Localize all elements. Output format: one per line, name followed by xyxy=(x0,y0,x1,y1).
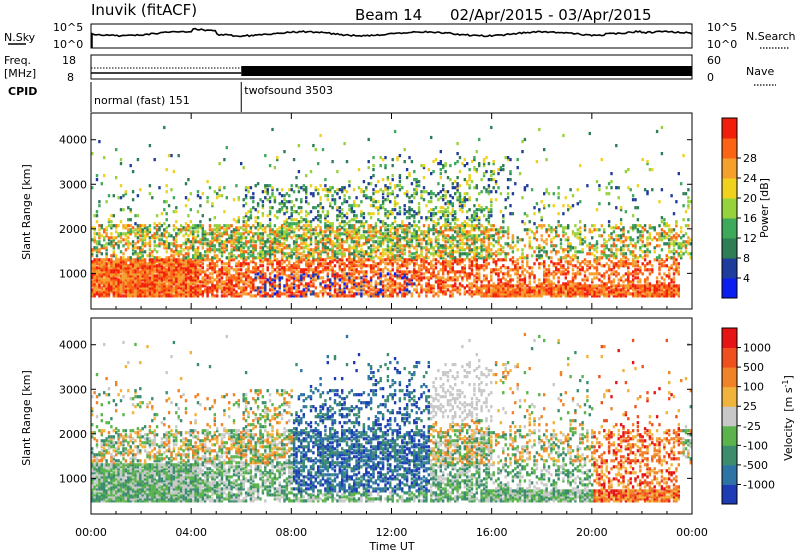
x-tick-label: 20:00 xyxy=(576,526,608,539)
velocity-colorbar-label: Velocity[m s-1] xyxy=(781,375,795,461)
colorbar-tick-label: 24 xyxy=(743,172,757,185)
power-colorbar-label: Power [dB] xyxy=(758,178,771,238)
power-panel: 1000 2000 3000 4000 Slant Range [km] 4 8 12 16… xyxy=(20,112,771,310)
colorbar-swatch xyxy=(722,278,737,299)
time-xlabel: Time UT xyxy=(368,540,414,553)
velocity-scatter xyxy=(91,332,692,503)
colorbar-swatch xyxy=(722,386,737,407)
colorbar-swatch xyxy=(722,328,737,349)
power-ylabel: Slant Range [km] xyxy=(20,164,33,260)
colorbar-swatch xyxy=(722,464,737,485)
nave-tick-bottom: 0 xyxy=(707,71,714,84)
colorbar-tick-label: 12 xyxy=(743,232,757,245)
cpid-panel: CPID normal (fast) 151 twofsound 3503 xyxy=(8,82,333,112)
x-tick-label: 08:00 xyxy=(275,526,307,539)
colorbar-swatch xyxy=(722,138,737,159)
frequency-line xyxy=(91,66,692,76)
x-tick-label: 00:00 xyxy=(75,526,107,539)
colorbar-tick-label: 28 xyxy=(743,152,757,165)
y-tick-label: 1000 xyxy=(59,267,87,280)
colorbar-tick-label: -100 xyxy=(743,439,768,452)
y-tick-label: 1000 xyxy=(59,472,87,485)
nave-tick-top: 60 xyxy=(707,54,721,67)
time-x-ticks: 00:00 04:00 08:00 12:00 16:00 20:00 00:00 xyxy=(75,113,708,539)
colorbar-swatch xyxy=(722,178,737,199)
x-tick-label: 12:00 xyxy=(376,526,408,539)
cpid-label: CPID xyxy=(8,85,37,98)
station-title: Inuvik (fitACF) xyxy=(91,1,197,19)
colorbar-tick-label: 16 xyxy=(743,212,757,225)
colorbar-swatch xyxy=(722,198,737,219)
velocity-colorbar: 1000 500 100 25 -25 -100 -500 -1000 xyxy=(721,327,775,505)
colorbar-swatch xyxy=(722,158,737,179)
cpid-mode-normal: normal (fast) 151 xyxy=(94,94,190,107)
colorbar-swatch xyxy=(722,238,737,259)
freq-tick-top: 18 xyxy=(62,54,76,67)
x-tick-label: 16:00 xyxy=(476,526,508,539)
colorbar-tick-label: -1000 xyxy=(743,478,775,491)
colorbar-tick-label: 100 xyxy=(743,381,764,394)
y-tick-label: 4000 xyxy=(59,134,87,147)
x-tick-label: 00:00 xyxy=(676,526,708,539)
noise-left-tick-top: 10^5 xyxy=(53,21,83,34)
noise-left-tick-bottom: 10^0 xyxy=(53,38,83,51)
colorbar-tick-label: -25 xyxy=(743,420,761,433)
date-range: 02/Apr/2015 - 03/Apr/2015 xyxy=(450,6,652,24)
colorbar-swatch xyxy=(722,445,737,466)
x-tick-label: 04:00 xyxy=(175,526,207,539)
y-tick-label: 4000 xyxy=(59,339,87,352)
colorbar-swatch xyxy=(722,425,737,446)
colorbar-swatch xyxy=(722,484,737,505)
colorbar-swatch xyxy=(722,218,737,239)
colorbar-swatch xyxy=(722,118,737,139)
colorbar-tick-label: 20 xyxy=(743,192,757,205)
y-tick-label: 2000 xyxy=(59,223,87,236)
velocity-panel: 1000 2000 3000 4000 Slant Range [km] 1000 50… xyxy=(20,113,795,553)
colorbar-swatch xyxy=(722,367,737,388)
power-scatter xyxy=(91,125,692,298)
colorbar-swatch xyxy=(722,347,737,368)
colorbar-tick-label: 4 xyxy=(743,272,750,285)
colorbar-tick-label: 1000 xyxy=(743,342,771,355)
colorbar-tick-label: 8 xyxy=(743,252,750,265)
colorbar-swatch xyxy=(722,258,737,279)
noise-right-tick-top: 10^5 xyxy=(707,21,737,34)
y-tick-label: 2000 xyxy=(59,428,87,441)
freq-tick-bottom: 8 xyxy=(67,71,74,84)
cpid-mode-twofsound: twofsound 3503 xyxy=(244,84,333,97)
colorbar-tick-label: 500 xyxy=(743,361,764,374)
freq-unit: [MHz] xyxy=(4,67,36,80)
freq-panel: Freq. [MHz] 18 8 60 0 Nave xyxy=(4,54,776,86)
nave-label: Nave xyxy=(746,65,774,78)
y-tick-label: 3000 xyxy=(59,178,87,191)
colorbar-tick-label: -500 xyxy=(743,459,768,472)
beam-label: Beam 14 xyxy=(355,6,422,24)
power-colorbar: 4 8 12 16 20 24 28 xyxy=(721,117,757,299)
noise-panel: N.Sky 10^5 10^0 10^5 10^0 N.Search xyxy=(4,21,796,51)
noise-sky-line xyxy=(90,27,693,48)
noise-right-tick-bottom: 10^0 xyxy=(707,38,737,51)
velocity-y-ticks: 1000 2000 3000 4000 xyxy=(59,339,692,485)
y-tick-label: 3000 xyxy=(59,383,87,396)
noise-left-label: N.Sky xyxy=(4,31,36,44)
freq-label: Freq. xyxy=(4,54,31,67)
power-y-ticks: 1000 2000 3000 4000 xyxy=(59,134,692,280)
noise-right-label: N.Search xyxy=(746,30,796,43)
velocity-ylabel: Slant Range [km] xyxy=(20,370,33,466)
colorbar-tick-label: 25 xyxy=(743,400,757,413)
colorbar-swatch xyxy=(722,406,737,427)
